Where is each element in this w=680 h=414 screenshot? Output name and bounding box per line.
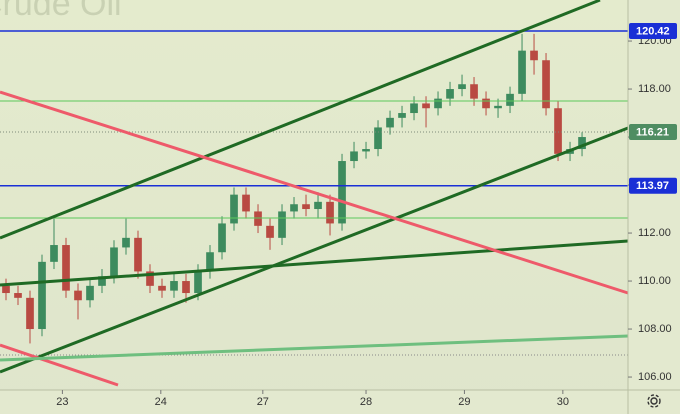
- candle-body: [518, 50, 526, 94]
- price-label-box: [629, 22, 677, 39]
- candle-body: [230, 194, 238, 224]
- plot: [0, 30, 628, 344]
- trend-line: [0, 334, 629, 362]
- x-tick-label: 23: [56, 396, 68, 408]
- trend-line: [0, 126, 629, 374]
- candle-body: [446, 89, 454, 99]
- price-label: 113.97: [636, 180, 669, 192]
- candle-body: [14, 293, 22, 298]
- candle-body: [74, 290, 82, 301]
- candle-body: [194, 271, 202, 294]
- candle-body: [266, 225, 274, 238]
- candle-body: [122, 237, 130, 248]
- candle-body: [350, 151, 358, 162]
- candle-body: [506, 93, 514, 106]
- trend-line: [0, 90, 629, 295]
- candle-body: [242, 194, 250, 212]
- trend-line: [0, 0, 601, 240]
- candle-body: [134, 237, 142, 272]
- candle-body: [458, 84, 466, 90]
- candle-body: [2, 285, 10, 294]
- trend-line: [0, 239, 629, 287]
- candle-body: [86, 285, 94, 301]
- candle-body: [362, 149, 370, 152]
- candle-body: [218, 223, 226, 253]
- candle-body: [494, 105, 502, 109]
- candle-body: [374, 127, 382, 150]
- candle-body: [170, 281, 178, 291]
- candle-body: [290, 204, 298, 212]
- candle-body: [62, 245, 70, 291]
- candle-body: [530, 50, 538, 61]
- candle-body: [338, 161, 346, 224]
- candle-body: [26, 297, 34, 330]
- y-tick-label: 108.00: [638, 323, 672, 335]
- price-label-box: [629, 177, 677, 194]
- candle-body: [254, 211, 262, 226]
- x-tick-label: 30: [557, 396, 569, 408]
- x-tick-label: 24: [155, 396, 167, 408]
- candle-body: [206, 252, 214, 272]
- axes: 106.00108.00110.00112.00114.00116.00118.…: [56, 22, 677, 408]
- candle-body: [398, 113, 406, 118]
- candle-body: [50, 245, 58, 262]
- x-tick-label: 29: [458, 396, 470, 408]
- price-label-box: [629, 124, 677, 140]
- time-axis: [0, 390, 628, 414]
- candle-body: [482, 98, 490, 109]
- settings-icon[interactable]: [647, 394, 661, 408]
- candle-body: [158, 285, 166, 291]
- candle-body: [470, 84, 478, 99]
- candle-body: [542, 60, 550, 109]
- candle-body: [302, 204, 310, 210]
- y-tick-label: 112.00: [638, 227, 671, 239]
- candle-body: [434, 98, 442, 109]
- x-tick-label: 27: [257, 396, 269, 408]
- candle-body: [146, 271, 154, 286]
- candle-body: [278, 211, 286, 238]
- candle-body: [314, 201, 322, 210]
- y-tick-label: 106.00: [638, 371, 672, 383]
- trend-line: [0, 343, 119, 387]
- candle-body: [326, 201, 334, 224]
- price-label: 116.21: [636, 126, 669, 138]
- candle-body: [386, 117, 394, 128]
- candle-body: [38, 261, 46, 330]
- y-tick-label: 118.00: [638, 83, 671, 95]
- candle-body: [98, 276, 106, 286]
- candle-body: [422, 103, 430, 109]
- candle-body: [110, 247, 118, 277]
- price-axis: [628, 0, 680, 414]
- candle-body: [578, 137, 586, 150]
- candle-body: [182, 281, 190, 294]
- watermark: Crude Oil: [0, 0, 122, 23]
- price-label: 120.42: [636, 25, 670, 37]
- candle-body: [410, 103, 418, 114]
- candle-body: [554, 108, 562, 154]
- y-tick-label: 110.00: [638, 275, 671, 287]
- x-tick-label: 28: [360, 396, 372, 408]
